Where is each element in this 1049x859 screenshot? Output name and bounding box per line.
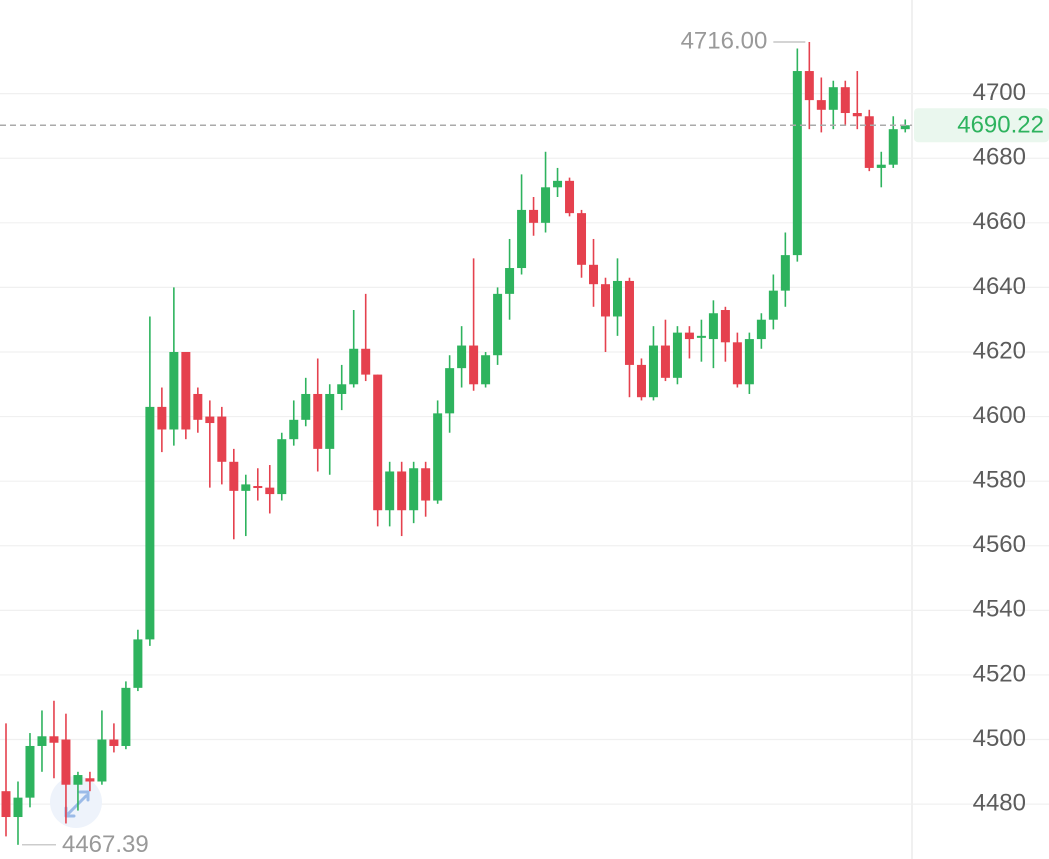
candle-body	[301, 393, 311, 420]
candle-body	[840, 87, 850, 114]
candle-body	[277, 439, 287, 495]
candle-body	[265, 487, 275, 495]
y-tick-label: 4700	[973, 79, 1026, 106]
candle-body	[636, 364, 646, 398]
y-tick-label: 4580	[973, 467, 1026, 494]
candle-body	[493, 293, 503, 356]
candle-body	[25, 745, 35, 798]
candle-body	[325, 393, 335, 449]
candle-body	[852, 113, 862, 117]
candle-body	[457, 345, 467, 369]
candle-body	[888, 129, 898, 165]
candle-body	[1, 791, 11, 818]
candle-body	[229, 461, 239, 491]
candle-body	[577, 213, 587, 265]
candle-body	[648, 345, 658, 398]
candle-body	[660, 345, 670, 378]
candle-body	[876, 164, 886, 168]
candle-body	[349, 348, 359, 385]
candle-body	[684, 332, 694, 340]
candle-body	[253, 486, 263, 489]
candle-body	[601, 284, 610, 317]
y-tick-label: 4560	[973, 531, 1026, 558]
candle-body	[181, 351, 191, 430]
candle-body	[744, 339, 754, 385]
zoom-icon-bg	[50, 776, 102, 828]
candle-body	[792, 71, 802, 256]
candle-body	[768, 290, 778, 320]
candle-body	[85, 778, 95, 782]
candle-body	[169, 351, 179, 430]
candle-body	[541, 187, 551, 223]
candle-body	[109, 739, 119, 746]
candle-body	[409, 468, 419, 511]
candle-body	[900, 125, 910, 130]
candle-body	[445, 368, 455, 414]
y-tick-label: 4520	[973, 660, 1026, 687]
candle-body	[589, 264, 599, 285]
candle-body	[565, 180, 575, 214]
candle-body	[469, 345, 479, 385]
candle-body	[816, 100, 826, 110]
candle-body	[481, 355, 491, 385]
candle-body	[433, 413, 443, 501]
y-tick-label: 4540	[973, 596, 1026, 623]
candle-body	[529, 209, 539, 223]
candle-body	[517, 209, 527, 269]
y-tick-label: 4640	[973, 273, 1026, 300]
candle-body	[672, 332, 682, 378]
last-price-box	[914, 108, 1049, 143]
candle-body	[397, 471, 407, 511]
candle-body	[289, 419, 299, 440]
candle-body	[505, 268, 515, 294]
candle-body	[696, 335, 706, 338]
candle-body	[708, 313, 718, 340]
candle-body	[97, 739, 107, 782]
candle-body	[133, 639, 143, 688]
last-price-label: 4690.22	[957, 112, 1044, 139]
y-tick-label: 4680	[973, 144, 1026, 171]
y-tick-label: 4500	[973, 725, 1026, 752]
candle-body	[864, 116, 874, 168]
candle-body	[756, 319, 766, 340]
candle-body	[612, 280, 622, 317]
low-label: 4467.39	[62, 831, 149, 858]
candle-body	[37, 736, 47, 746]
candle-body	[553, 180, 563, 188]
y-tick-label: 4480	[973, 789, 1026, 816]
candle-body	[145, 406, 155, 640]
candle-body	[624, 280, 634, 365]
candle-body	[720, 310, 730, 343]
candle-body	[73, 775, 83, 785]
candle-body	[313, 393, 323, 449]
candle-body	[193, 393, 203, 420]
candle-body	[241, 484, 251, 491]
candle-body	[828, 87, 838, 110]
high-label: 4716.00	[681, 27, 768, 54]
y-tick-label: 4600	[973, 402, 1026, 429]
candle-body	[217, 416, 227, 462]
candle-body	[157, 406, 167, 430]
candle-body	[732, 342, 742, 385]
candle-body	[804, 71, 814, 101]
candle-body	[205, 416, 215, 424]
candle-body	[373, 374, 383, 511]
candle-body	[61, 739, 71, 785]
candle-body	[337, 384, 347, 394]
candle-body	[385, 471, 395, 511]
candle-body	[361, 348, 371, 375]
candle-body	[780, 255, 790, 291]
candle-body	[121, 687, 131, 746]
candle-body	[49, 736, 59, 743]
candle-body	[421, 468, 431, 501]
y-tick-label: 4660	[973, 208, 1026, 235]
candle-body	[13, 797, 23, 818]
y-tick-label: 4620	[973, 337, 1026, 364]
